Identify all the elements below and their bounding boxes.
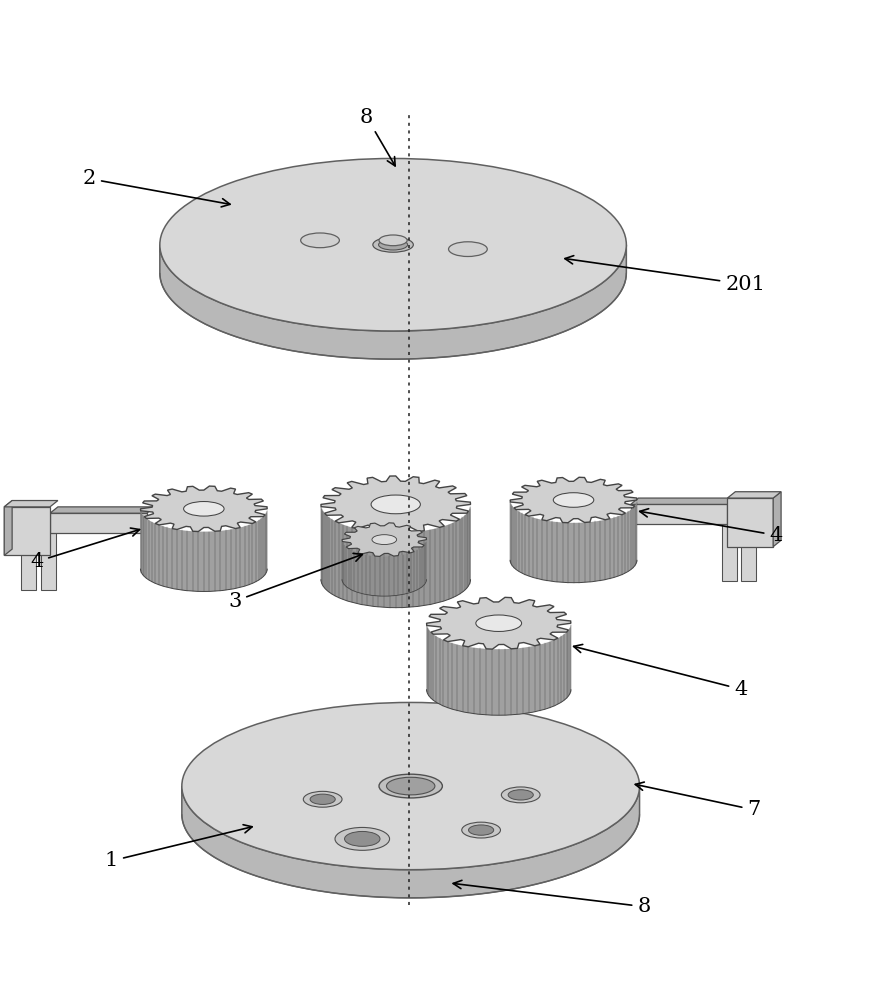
Polygon shape <box>426 597 571 649</box>
Polygon shape <box>630 498 736 504</box>
Polygon shape <box>342 540 426 596</box>
Polygon shape <box>41 533 56 590</box>
Ellipse shape <box>310 794 336 804</box>
Ellipse shape <box>379 235 407 246</box>
Polygon shape <box>321 476 471 533</box>
Polygon shape <box>4 501 12 555</box>
Text: 201: 201 <box>565 256 766 294</box>
Polygon shape <box>426 623 571 715</box>
Ellipse shape <box>160 158 626 331</box>
Polygon shape <box>510 500 637 583</box>
Polygon shape <box>140 486 268 532</box>
Polygon shape <box>774 492 781 547</box>
Polygon shape <box>182 786 639 898</box>
Polygon shape <box>140 509 268 591</box>
Ellipse shape <box>476 615 522 631</box>
Ellipse shape <box>335 827 389 850</box>
Ellipse shape <box>502 787 540 803</box>
Text: 8: 8 <box>453 880 651 916</box>
Ellipse shape <box>371 495 420 514</box>
Polygon shape <box>21 533 36 590</box>
Text: 4: 4 <box>574 644 747 699</box>
Polygon shape <box>4 501 58 507</box>
Ellipse shape <box>387 777 435 795</box>
Ellipse shape <box>379 239 408 250</box>
Ellipse shape <box>469 825 494 835</box>
Polygon shape <box>342 523 426 556</box>
Text: 4: 4 <box>639 509 782 545</box>
Text: 4: 4 <box>30 528 140 571</box>
Polygon shape <box>4 507 50 555</box>
Polygon shape <box>721 517 744 524</box>
Polygon shape <box>21 526 44 533</box>
Ellipse shape <box>508 790 533 800</box>
Ellipse shape <box>182 702 639 870</box>
Polygon shape <box>50 507 155 513</box>
Text: 3: 3 <box>228 553 362 611</box>
Ellipse shape <box>303 791 342 807</box>
Ellipse shape <box>554 493 593 507</box>
Polygon shape <box>721 524 736 581</box>
Ellipse shape <box>449 242 487 256</box>
Ellipse shape <box>379 774 442 798</box>
Text: 1: 1 <box>105 825 253 870</box>
Text: 2: 2 <box>83 169 230 207</box>
Polygon shape <box>510 477 637 523</box>
Ellipse shape <box>184 502 224 516</box>
Ellipse shape <box>462 822 501 838</box>
Polygon shape <box>50 513 147 533</box>
Text: 8: 8 <box>360 108 396 166</box>
Text: 7: 7 <box>635 782 760 819</box>
Ellipse shape <box>372 535 396 545</box>
Ellipse shape <box>301 233 339 248</box>
Polygon shape <box>301 240 339 305</box>
Polygon shape <box>379 240 407 281</box>
Polygon shape <box>741 517 764 524</box>
Polygon shape <box>630 504 728 524</box>
Polygon shape <box>449 249 487 314</box>
Polygon shape <box>321 504 471 608</box>
Polygon shape <box>741 524 756 581</box>
Polygon shape <box>728 492 781 498</box>
Polygon shape <box>728 498 774 547</box>
Polygon shape <box>41 526 64 533</box>
Ellipse shape <box>344 831 380 846</box>
Polygon shape <box>160 245 626 359</box>
Ellipse shape <box>373 237 413 252</box>
